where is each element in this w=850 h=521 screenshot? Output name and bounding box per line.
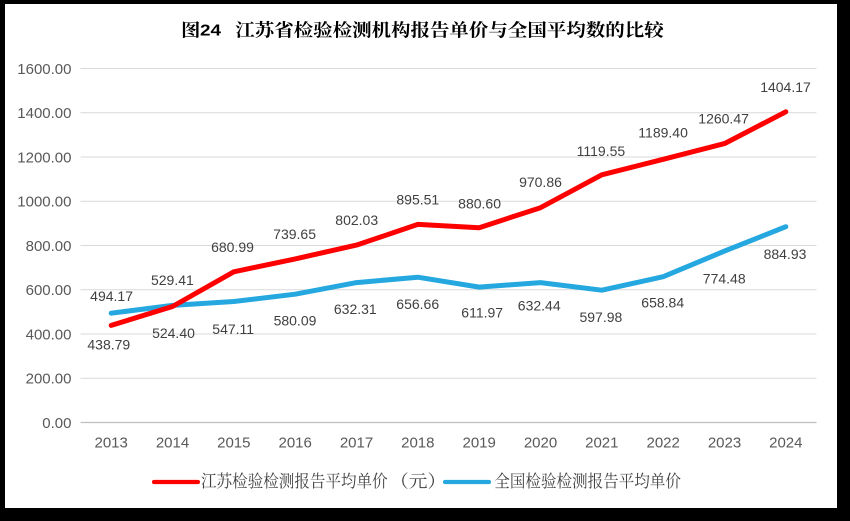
svg-text:494.17: 494.17 [90, 288, 133, 304]
svg-text:656.66: 656.66 [396, 296, 439, 312]
svg-text:632.44: 632.44 [518, 298, 561, 314]
svg-text:680.99: 680.99 [211, 239, 254, 255]
svg-text:895.51: 895.51 [396, 191, 439, 207]
svg-text:1000.00: 1000.00 [17, 194, 71, 211]
svg-text:970.86: 970.86 [519, 174, 562, 190]
svg-text:547.11: 547.11 [212, 321, 254, 337]
svg-text:774.48: 774.48 [703, 271, 746, 287]
svg-text:597.98: 597.98 [579, 309, 622, 325]
svg-text:200.00: 200.00 [26, 371, 72, 388]
svg-text:2015: 2015 [217, 435, 250, 452]
svg-text:1404.17: 1404.17 [760, 79, 811, 95]
svg-text:2016: 2016 [279, 435, 312, 452]
svg-text:600.00: 600.00 [26, 282, 72, 299]
svg-text:2021: 2021 [585, 435, 618, 452]
svg-text:658.84: 658.84 [641, 294, 684, 310]
svg-text:1260.47: 1260.47 [698, 111, 749, 127]
svg-text:2022: 2022 [647, 435, 680, 452]
svg-text:2013: 2013 [95, 435, 128, 452]
svg-text:524.40: 524.40 [152, 325, 195, 341]
svg-text:2014: 2014 [156, 435, 189, 452]
svg-text:1400.00: 1400.00 [17, 105, 71, 122]
svg-text:2024: 2024 [769, 435, 802, 452]
svg-text:800.00: 800.00 [26, 238, 72, 255]
svg-text:2017: 2017 [340, 435, 373, 452]
svg-text:1200.00: 1200.00 [17, 149, 71, 166]
svg-text:880.60: 880.60 [458, 196, 501, 212]
svg-text:1189.40: 1189.40 [638, 125, 688, 141]
svg-text:529.41: 529.41 [151, 272, 194, 288]
svg-text:400.00: 400.00 [26, 326, 72, 343]
svg-text:0.00: 0.00 [42, 415, 71, 432]
svg-text:884.93: 884.93 [764, 246, 807, 262]
svg-text:2020: 2020 [524, 435, 557, 452]
svg-text:438.79: 438.79 [87, 337, 130, 353]
svg-text:802.03: 802.03 [335, 212, 378, 228]
svg-text:611.97: 611.97 [461, 305, 503, 321]
svg-text:1600.00: 1600.00 [17, 61, 71, 78]
svg-text:2019: 2019 [463, 435, 496, 452]
svg-text:2023: 2023 [708, 435, 741, 452]
svg-text:739.65: 739.65 [273, 226, 316, 242]
svg-text:24: 24 [200, 23, 221, 40]
svg-text:632.31: 632.31 [334, 301, 377, 317]
svg-text:2018: 2018 [401, 435, 434, 452]
svg-text:1119.55: 1119.55 [577, 143, 626, 159]
svg-text:580.09: 580.09 [274, 313, 317, 329]
